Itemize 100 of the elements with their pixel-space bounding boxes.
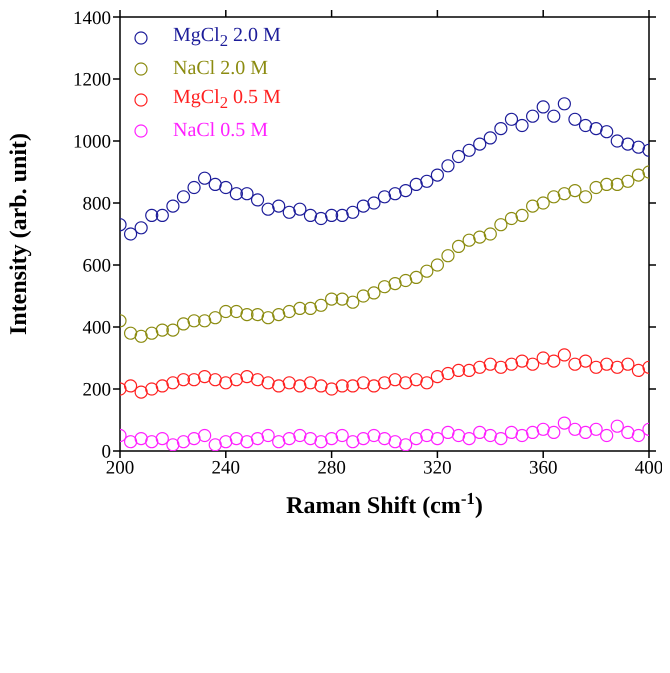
point [441,426,455,439]
point [325,292,338,306]
point [388,373,402,386]
point [156,432,169,446]
point [452,428,466,442]
point [356,376,370,390]
point [410,178,423,191]
point [526,358,540,371]
point [410,373,423,386]
point [610,178,624,191]
point [124,326,138,340]
point [262,311,275,324]
point [367,428,381,442]
point [293,428,306,442]
point [282,432,296,446]
point [590,122,603,136]
point [166,324,180,337]
point [145,208,158,222]
point [420,376,434,390]
point [441,159,455,172]
point [378,190,392,204]
point [526,200,540,213]
point [134,386,148,399]
point [441,249,455,262]
point [187,432,201,446]
point [632,168,646,182]
point [230,304,243,318]
point [176,317,190,330]
x-tick-label: 360 [528,457,558,478]
point [304,208,318,222]
point [262,376,275,390]
point [282,304,296,318]
point [515,428,529,442]
point [198,370,212,384]
point [378,280,392,294]
point [336,379,349,392]
point [219,435,232,448]
point [526,110,540,123]
point [208,438,222,451]
point [494,360,508,374]
point [325,432,338,446]
point [356,289,370,303]
point [547,190,560,204]
point [420,264,434,278]
point [504,426,518,439]
point [356,432,370,446]
point [462,364,476,377]
legend-label: NaCl 0.5 M [173,119,268,142]
point [578,354,592,368]
point [515,208,529,222]
point [568,358,582,371]
point [219,180,232,194]
point [187,180,201,194]
point [198,172,212,185]
point [356,200,370,213]
point [600,428,614,442]
point [208,311,222,324]
point [293,379,306,392]
point [536,422,550,436]
point [536,351,550,365]
point [568,112,582,126]
point [250,193,264,206]
point [367,379,381,392]
point [219,376,232,390]
point [547,354,560,368]
point [134,221,148,234]
point [346,206,360,219]
point [621,138,634,151]
point [536,196,550,210]
point [156,379,169,392]
point [484,227,497,241]
point [473,230,486,244]
point [282,376,296,390]
point [462,234,476,247]
point [156,208,169,222]
point [262,428,275,442]
legend-label: MgCl$_{2}$ 0.5 M [173,86,281,113]
y-tick-label: 600 [82,256,111,277]
point [430,432,444,446]
point [494,218,508,232]
point [187,373,201,386]
y-tick-label: 400 [82,318,111,339]
point [568,184,582,198]
point [219,304,232,318]
point [410,270,423,284]
point [399,376,412,390]
point [272,435,286,448]
point [494,122,508,136]
point [430,370,444,384]
point [124,435,138,448]
y-tick-label: 1400 [73,8,111,29]
point [336,208,349,222]
y-tick-label: 1200 [73,70,111,91]
point [462,144,476,157]
point [230,432,243,446]
point [145,435,158,448]
point [610,134,624,148]
legend-label: NaCl 2.0 M [173,57,268,80]
y-axis-title: Intensity (arb. unit) [6,132,32,336]
point [346,296,360,309]
